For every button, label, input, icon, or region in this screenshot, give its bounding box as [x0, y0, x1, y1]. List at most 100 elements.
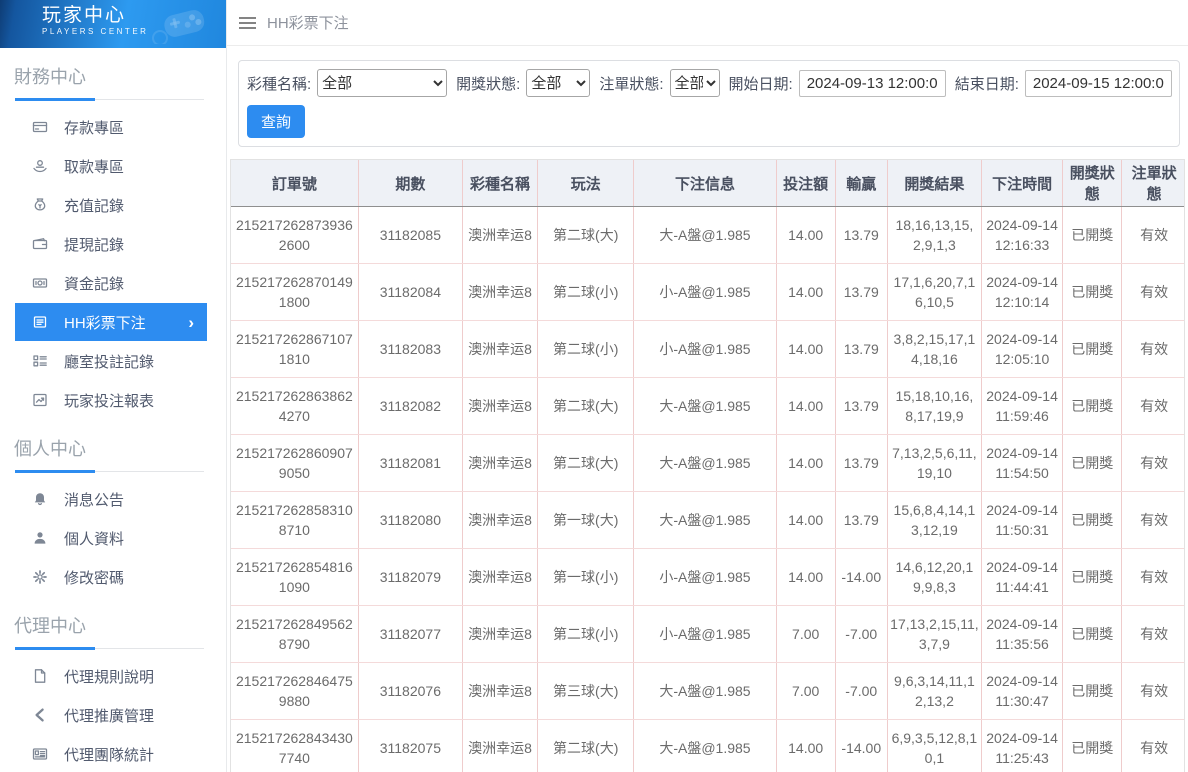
- page-title: HH彩票下注: [267, 15, 349, 32]
- sidebar-item-player-bet-report[interactable]: 玩家投注報表: [15, 381, 207, 419]
- sidebar-item-agent-promotion[interactable]: 代理推廣管理: [15, 696, 207, 734]
- cell-order_no: 2152172628495628790: [231, 605, 359, 663]
- cell-draw_result: 14,6,12,20,19,9,8,3: [886, 548, 982, 606]
- col-header-draw_status: 開獎狀態: [1062, 160, 1122, 207]
- cell-draw_result: 15,6,8,4,14,13,12,19: [886, 491, 982, 549]
- cell-period: 31182082: [357, 377, 463, 435]
- table-row: 2152172628548161090 31182079 澳洲幸运8 第一球(小) 小-…: [231, 548, 1184, 606]
- cell-play: 第一球(大): [537, 491, 634, 549]
- sidebar-item-label: 個人資料: [64, 530, 125, 548]
- sidebar-item-announcements[interactable]: 消息公告: [15, 480, 207, 518]
- cell-bet_info: 小-A盤@1.985: [633, 263, 777, 321]
- sidebar-item-agent-team-stats[interactable]: 代理團隊統計: [15, 735, 207, 772]
- cell-order_status: 有效: [1121, 719, 1184, 772]
- cell-bet_info: 大-A盤@1.985: [633, 491, 777, 549]
- cell-play: 第二球(大): [537, 719, 634, 772]
- cell-period: 31182085: [357, 206, 463, 264]
- sidebar-item-hall-bet-records[interactable]: 廳室投註記錄: [15, 342, 207, 380]
- cell-order_status: 有效: [1121, 491, 1184, 549]
- sidebar-item-funds-records[interactable]: 資金記錄: [15, 264, 207, 302]
- cell-order_no: 2152172628671071810: [231, 320, 359, 378]
- sidebar-item-profile[interactable]: 個人資料: [15, 519, 207, 557]
- cell-period: 31182080: [357, 491, 463, 549]
- sidebar-item-deposit-zone[interactable]: 存款專區: [15, 108, 207, 146]
- banknote-icon: [32, 278, 48, 288]
- cell-draw_status: 已開獎: [1062, 662, 1122, 720]
- cell-bet_time: 2024-09-14 11:35:56: [980, 605, 1063, 663]
- sidebar: 玩家中心 PLAYERS CENTER 財務中心 存款專區 取款專區 充值記錄 提現記錄…: [0, 0, 227, 772]
- cell-order_status: 有效: [1121, 263, 1184, 321]
- col-header-lottery_name: 彩種名稱: [461, 160, 538, 207]
- lottery-type-filter: 彩種名稱: 全部: [247, 69, 448, 97]
- cell-bet_info: 大-A盤@1.985: [633, 377, 777, 435]
- cell-win_loss: -7.00: [834, 662, 888, 720]
- cell-order_status: 有效: [1121, 434, 1184, 492]
- cell-win_loss: 13.79: [834, 263, 888, 321]
- gear-icon: [33, 570, 47, 584]
- cell-order_status: 有效: [1121, 206, 1184, 264]
- sidebar-item-withdrawal-records[interactable]: 提現記錄: [15, 225, 207, 263]
- draw-status-select[interactable]: 全部: [526, 69, 591, 97]
- bets-table-panel: 訂單號 期數 彩種名稱 玩法 下注信息 投注額 輸贏 開獎結果 下注時間 開獎狀態 注單狀態 215…: [230, 159, 1185, 772]
- menu-toggle-icon[interactable]: [239, 16, 256, 29]
- cell-bet_info: 小-A盤@1.985: [633, 320, 777, 378]
- table-row: 2152172628671071810 31182083 澳洲幸运8 第二球(小) 小-…: [231, 320, 1184, 378]
- sidebar-section-title: 財務中心: [14, 67, 86, 87]
- sidebar-item-change-password[interactable]: 修改密碼: [15, 558, 207, 596]
- sidebar-item-label: 資金記錄: [64, 275, 125, 293]
- cell-draw_result: 7,13,2,5,6,11,19,10: [886, 434, 982, 492]
- cell-bet_time: 2024-09-14 11:50:31: [980, 491, 1063, 549]
- cell-win_loss: 13.79: [834, 377, 888, 435]
- cell-play: 第二球(大): [537, 434, 634, 492]
- cell-order_status: 有效: [1121, 377, 1184, 435]
- table-row: 2152172628434307740 31182075 澳洲幸运8 第二球(大) 大-…: [231, 719, 1184, 772]
- cell-order_no: 2152172628739362600: [231, 206, 359, 264]
- sidebar-item-label: 存款專區: [64, 119, 125, 137]
- cell-order_no: 2152172628583108710: [231, 491, 359, 549]
- lottery-type-label: 彩種名稱:: [247, 75, 312, 93]
- cell-bet_time: 2024-09-14 12:16:33: [980, 206, 1063, 264]
- sidebar-item-label: 消息公告: [64, 491, 125, 509]
- deposit-card-icon: [32, 121, 48, 133]
- cell-play: 第二球(大): [537, 206, 634, 264]
- section-divider: [15, 98, 204, 101]
- cell-lottery_name: 澳洲幸运8: [461, 434, 538, 492]
- cell-play: 第二球(小): [537, 605, 634, 663]
- sidebar-item-withdraw-zone[interactable]: 取款專區: [15, 147, 207, 185]
- start-date-input[interactable]: [798, 69, 946, 97]
- order-status-select[interactable]: 全部: [669, 69, 720, 97]
- sidebar-item-recharge-records[interactable]: 充值記錄: [15, 186, 207, 224]
- cell-bet_info: 大-A盤@1.985: [633, 719, 777, 772]
- cell-lottery_name: 澳洲幸运8: [461, 206, 538, 264]
- lottery-type-select[interactable]: 全部: [317, 69, 448, 97]
- sidebar-item-agent-rules[interactable]: 代理規則說明: [15, 657, 207, 695]
- query-button[interactable]: 查詢: [247, 105, 306, 138]
- cell-draw_status: 已開獎: [1062, 206, 1122, 264]
- cell-bet_info: 小-A盤@1.985: [633, 605, 777, 663]
- sidebar-item-label: 代理推廣管理: [64, 707, 155, 725]
- cell-draw_result: 3,8,2,15,17,14,18,16: [886, 320, 982, 378]
- sidebar-item-hh-lottery-bets[interactable]: HH彩票下注 ›: [15, 303, 207, 341]
- cell-win_loss: 13.79: [834, 320, 888, 378]
- table-row: 2152172628495628790 31182077 澳洲幸运8 第二球(小) 小-…: [231, 605, 1184, 663]
- cell-period: 31182077: [357, 605, 463, 663]
- col-header-play: 玩法: [537, 160, 634, 207]
- end-date-input[interactable]: [1024, 69, 1172, 97]
- section-divider: [15, 647, 204, 650]
- cell-lottery_name: 澳洲幸运8: [461, 491, 538, 549]
- cell-draw_result: 17,13,2,15,11,3,7,9: [886, 605, 982, 663]
- cell-win_loss: 13.79: [834, 206, 888, 264]
- withdraw-hand-icon: [33, 160, 47, 173]
- sidebar-nav: 財務中心存款專區取款專區 充值記錄提現記錄資金記錄 HH彩票下注 › 廳室投註記錄 玩家投…: [0, 48, 226, 772]
- lottery-list-icon: [33, 316, 47, 328]
- cell-order_no: 2152172628638624270: [231, 377, 359, 435]
- cell-order_status: 有效: [1121, 548, 1184, 606]
- col-header-draw_result: 開獎結果: [886, 160, 982, 207]
- filter-panel: 彩種名稱: 全部 開獎狀態: 全部 注單狀態: 全部: [238, 60, 1180, 147]
- sidebar-item-label: 提現記錄: [64, 236, 125, 254]
- sidebar-section-title: 代理中心: [14, 616, 86, 636]
- draw-status-label: 開獎狀態:: [456, 75, 521, 93]
- start-date-label: 開始日期:: [728, 75, 793, 93]
- cell-bet_info: 大-A盤@1.985: [633, 662, 777, 720]
